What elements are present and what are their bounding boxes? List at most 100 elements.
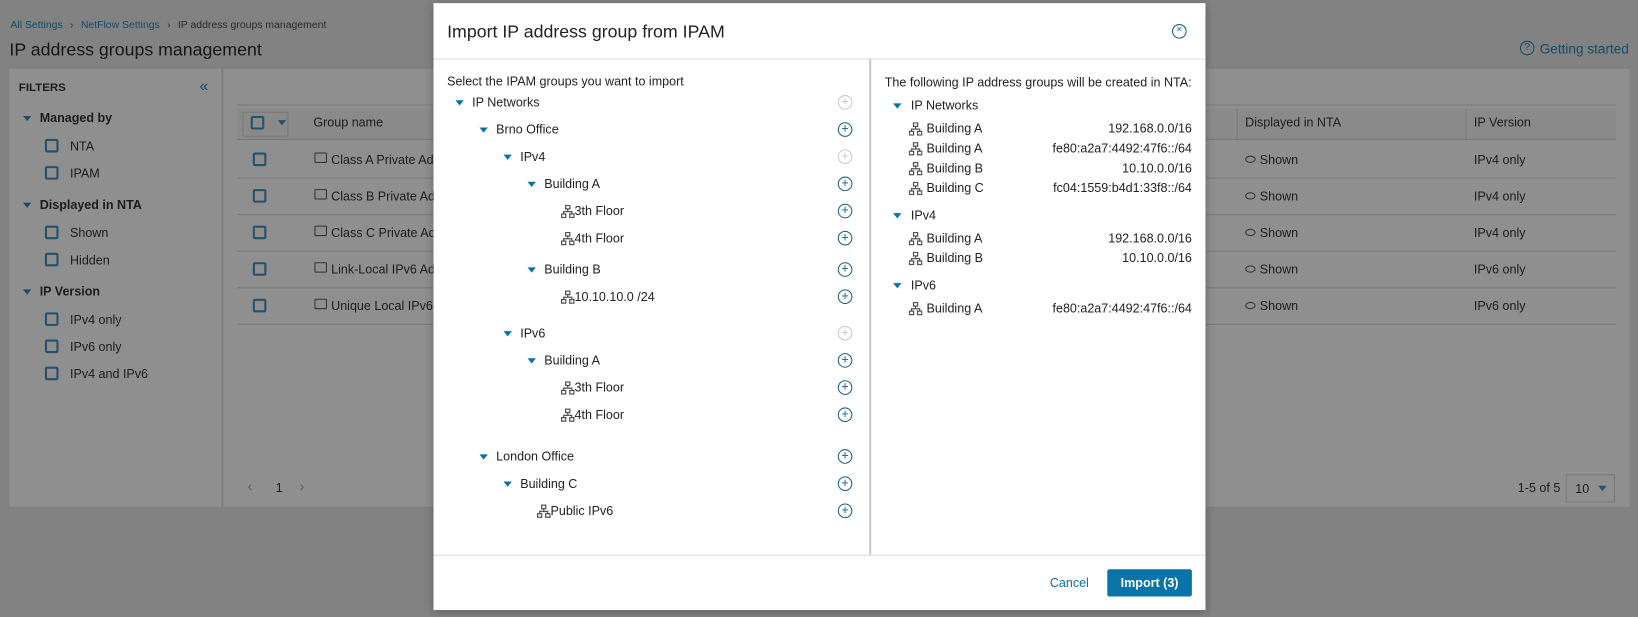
filter-option[interactable]: IPv4 only [69,312,122,327]
tree-node-label[interactable]: 4th Floor [574,407,625,423]
breadcrumb-item[interactable]: NetFlow Settings [80,19,160,32]
tree-node-label[interactable]: Public IPv6 [550,503,614,519]
tree-node-label[interactable]: IP Networks [472,95,540,110]
network-icon [560,408,575,422]
add-button[interactable]: + [837,407,853,423]
tree-node-label[interactable]: 4th Floor [574,230,625,246]
result-item-label: Building B [926,250,984,266]
checkbox[interactable] [252,262,267,276]
column-header: Group name [313,114,384,130]
add-button[interactable]: + [837,289,853,304]
prev-page[interactable]: ‹ [247,478,253,495]
close-button[interactable]: × [1172,24,1187,39]
collapse-button[interactable]: « [199,77,209,96]
caret[interactable] [22,202,32,208]
caret[interactable] [503,481,512,487]
group-name[interactable]: Class A Private Addr [331,152,445,168]
add-button[interactable]: + [837,380,853,395]
caret[interactable] [893,103,902,109]
filter-option[interactable]: IPv6 only [69,339,122,355]
displayed-status: Shown [1259,225,1299,241]
getting-started-link[interactable]: Getting started [1539,40,1629,57]
checkbox[interactable] [44,252,59,267]
filter-option[interactable]: Shown [69,225,109,241]
add-button[interactable]: + [837,231,853,246]
checkbox[interactable] [252,225,267,240]
caret[interactable] [527,181,536,187]
filter-option[interactable]: Hidden [69,252,110,268]
filter-option[interactable]: IPv4 and IPv6 [69,366,149,382]
checkbox[interactable] [250,115,265,130]
add-button[interactable]: + [837,449,853,464]
next-page[interactable]: › [299,478,305,495]
network-icon [536,504,551,519]
caret[interactable] [277,120,287,126]
import-button[interactable]: Import (3) [1107,569,1192,597]
tree-node-label[interactable]: London Office [496,449,575,464]
tree-node-label[interactable]: Building B [544,262,601,277]
tree-node-label[interactable]: Building C [520,476,578,491]
page-size-select[interactable]: 10 [1565,474,1615,503]
cancel-button[interactable]: Cancel [1049,575,1089,591]
result-item-address: 10.10.0.0/16 [1122,250,1192,266]
add-button[interactable]: + [837,503,853,519]
network-icon [908,161,923,176]
help-icon[interactable]: ? [1519,40,1535,56]
breadcrumb-item[interactable]: All Settings [10,19,63,32]
filter-option[interactable]: NTA [69,138,95,154]
caret[interactable] [503,154,512,160]
add-button[interactable]: + [837,177,853,192]
network-icon [560,204,575,219]
tree-node-label[interactable]: Building A [544,353,600,368]
checkbox[interactable] [252,152,267,167]
group-name[interactable]: Class B Private Addr [331,189,447,204]
caret[interactable] [22,289,32,295]
caret[interactable] [479,127,488,133]
caret[interactable] [479,454,488,460]
caret[interactable] [1598,485,1607,491]
caret[interactable] [503,331,512,337]
checkbox[interactable] [252,298,267,313]
caret[interactable] [893,283,902,289]
tree-node-label[interactable]: Brno Office [496,122,559,137]
tree-node-label[interactable]: IPv6 [520,325,546,341]
group-name[interactable]: Class C Private Addr [331,225,447,241]
current-page[interactable]: 1 [275,480,283,496]
left-heading: Select the IPAM groups you want to impor… [447,74,684,89]
group-name[interactable]: Unique Local IPv6 A [331,298,445,314]
tree-node-label[interactable]: IPv4 [520,149,546,165]
result-group-name: IPv6 [910,277,936,293]
displayed-status: Shown [1259,189,1299,204]
caret[interactable] [893,213,902,219]
add-button[interactable]: + [837,262,853,277]
caret[interactable] [455,100,464,106]
caret[interactable] [22,115,32,122]
tree-node-label[interactable]: 10.10.10.0 /24 [574,289,655,304]
add-button[interactable]: + [837,353,853,368]
network-icon [560,290,575,304]
caret[interactable] [527,267,536,273]
checkbox[interactable] [44,138,59,153]
tree-node-label[interactable]: 3th Floor [574,203,625,219]
checkbox[interactable] [44,339,59,354]
checkbox[interactable] [44,225,59,240]
filter-option[interactable]: IPAM [69,166,100,181]
checkbox[interactable] [44,366,59,381]
eye-icon [1245,228,1256,237]
checkbox[interactable] [44,166,59,180]
add-button[interactable]: + [837,122,853,137]
network-icon [908,301,923,316]
checkbox[interactable] [252,189,267,203]
add-button[interactable]: + [837,204,853,219]
group-name[interactable]: Link-Local IPv6 Addr [331,262,447,277]
tree-node-label[interactable]: Building A [544,176,600,192]
select-all [242,111,289,137]
tree-node-label[interactable]: 3th Floor [574,380,625,395]
folder-icon [314,298,327,310]
checkbox[interactable] [44,312,59,326]
add-button[interactable]: + [837,476,853,491]
caret[interactable] [527,358,536,364]
page-size: 10 [1575,481,1590,497]
network-icon [908,122,923,136]
